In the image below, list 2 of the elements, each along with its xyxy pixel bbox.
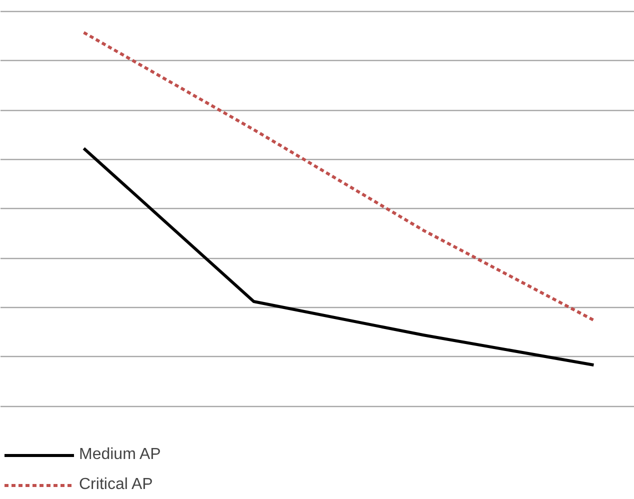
legend-label: Critical AP bbox=[79, 476, 153, 494]
legend-label: Medium AP bbox=[79, 446, 161, 464]
